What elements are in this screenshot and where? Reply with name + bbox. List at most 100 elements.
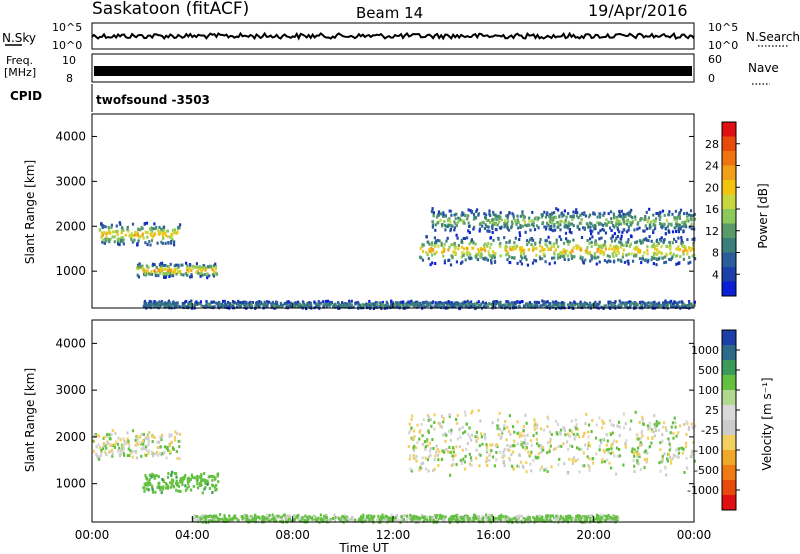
- echo-cell: [544, 242, 547, 246]
- echo-cell: [633, 254, 636, 258]
- echo-cell: [489, 254, 492, 258]
- echo-cell: [297, 303, 300, 307]
- echo-cell: [579, 213, 582, 217]
- echo-cell: [456, 413, 459, 417]
- echo-cell: [344, 302, 347, 305]
- echo-cell: [574, 418, 577, 422]
- echo-cell: [173, 269, 176, 273]
- echo-cell: [275, 302, 278, 305]
- echo-cell: [108, 450, 111, 454]
- echo-cell: [470, 433, 473, 437]
- echo-cell: [136, 442, 139, 446]
- echo-cell: [241, 516, 244, 520]
- echo-cell: [688, 302, 691, 306]
- echo-cell: [391, 516, 394, 520]
- echo-cell: [181, 483, 184, 487]
- echo-cell: [219, 302, 222, 306]
- echo-cell: [682, 447, 685, 451]
- echo-cell: [575, 214, 579, 218]
- echo-cell: [449, 450, 452, 454]
- echo-cell: [159, 452, 162, 455]
- echo-cell: [597, 255, 600, 259]
- echo-cell: [502, 460, 506, 464]
- echo-cell: [563, 225, 566, 229]
- echo-cell: [654, 247, 657, 251]
- colorbar-segment: [722, 209, 736, 224]
- echo-cell: [666, 304, 669, 308]
- echo-cell: [168, 303, 171, 307]
- echo-cell: [564, 251, 567, 255]
- echo-cell: [433, 304, 436, 308]
- echo-cell: [477, 213, 480, 217]
- echo-cell: [562, 442, 565, 446]
- echo-cell: [506, 226, 509, 230]
- echo-cell: [205, 304, 208, 308]
- echo-cell: [453, 228, 456, 232]
- echo-cell: [495, 228, 498, 232]
- echo-cell: [612, 260, 616, 264]
- echo-cell: [429, 250, 433, 254]
- echo-cell: [129, 449, 132, 453]
- echo-cell: [403, 514, 406, 518]
- echo-cell: [582, 212, 585, 216]
- echo-cell: [429, 447, 432, 451]
- echo-cell: [492, 213, 495, 217]
- echo-cell: [159, 231, 162, 235]
- echo-cell: [133, 450, 136, 454]
- echo-cell: [613, 250, 616, 254]
- echo-cell: [634, 410, 637, 414]
- echo-cell: [520, 255, 523, 258]
- echo-cell: [600, 513, 603, 517]
- echo-cell: [131, 455, 134, 459]
- echo-cell: [645, 460, 648, 464]
- echo-cell: [376, 519, 379, 523]
- echo-cell: [505, 241, 508, 245]
- echo-cell: [502, 454, 505, 457]
- echo-cell: [683, 224, 686, 228]
- echo-cell: [104, 225, 107, 229]
- echo-cell: [108, 229, 111, 233]
- echo-cell: [505, 515, 508, 519]
- echo-cell: [259, 303, 262, 307]
- echo-cell: [436, 514, 439, 518]
- echo-cell: [591, 229, 594, 233]
- echo-cell: [618, 420, 621, 424]
- colorbar-tick-label: 12: [705, 225, 719, 238]
- echo-cell: [154, 452, 157, 456]
- echo-cell: [427, 455, 430, 459]
- echo-cell: [213, 305, 216, 309]
- echo-cell: [148, 431, 151, 434]
- echo-cell: [207, 515, 210, 518]
- echo-cell: [160, 301, 163, 305]
- echo-cell: [616, 249, 619, 252]
- echo-cell: [136, 438, 139, 441]
- echo-cell: [566, 517, 569, 521]
- echo-cell: [530, 450, 533, 454]
- echo-cell: [655, 420, 658, 423]
- echo-cell: [657, 428, 661, 432]
- echo-cell: [367, 303, 370, 306]
- echo-cell: [590, 245, 593, 248]
- echo-cell: [169, 272, 172, 276]
- echo-cell: [332, 303, 335, 307]
- echo-cell: [506, 517, 509, 521]
- echo-cell: [170, 235, 173, 239]
- echo-cell: [688, 255, 691, 259]
- echo-cell: [426, 253, 429, 257]
- echo-cell: [410, 426, 413, 430]
- echo-cell: [570, 419, 573, 423]
- echo-cell: [137, 275, 140, 279]
- echo-cell: [616, 226, 619, 230]
- echo-cell: [443, 259, 446, 263]
- echo-cell: [425, 515, 428, 519]
- echo-cell: [440, 301, 443, 305]
- echo-cell: [190, 274, 193, 278]
- echo-cell: [664, 426, 667, 430]
- echo-cell: [302, 301, 305, 305]
- echo-cell: [461, 448, 464, 452]
- echo-cell: [280, 517, 283, 521]
- echo-cell: [483, 247, 486, 250]
- cpid-value: twofsound -3503: [96, 93, 210, 107]
